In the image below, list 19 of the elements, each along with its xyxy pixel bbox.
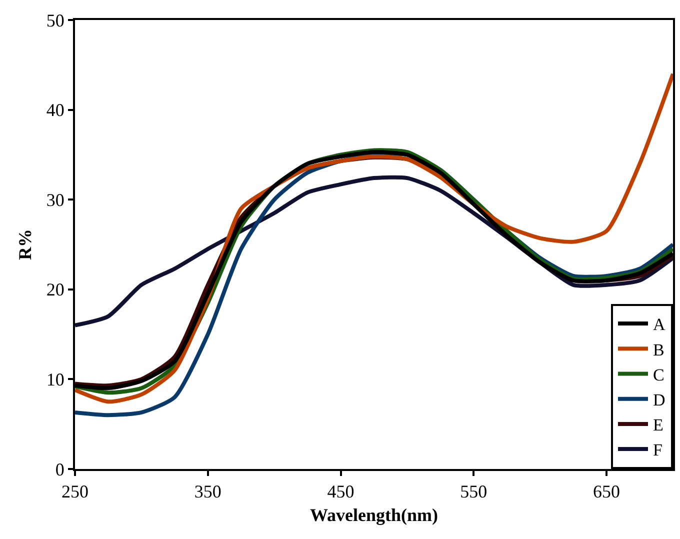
legend-label: D — [653, 390, 666, 410]
y-tick-label: 30 — [46, 190, 64, 210]
x-tick-label: 350 — [194, 482, 222, 502]
legend-label: A — [653, 315, 666, 334]
y-tick-label: 0 — [55, 459, 64, 480]
y-tick-label: 40 — [46, 100, 64, 120]
legend-label: B — [653, 340, 664, 360]
x-tick-label: 650 — [593, 482, 620, 502]
x-axis-title: Wavelength(nm) — [310, 505, 438, 526]
x-tick-label: 550 — [460, 482, 488, 502]
y-tick-label: 20 — [46, 280, 64, 300]
legend-label: C — [653, 365, 664, 384]
y-axis-title: R% — [15, 229, 36, 260]
x-tick-label: 450 — [327, 482, 354, 502]
y-tick-label: 10 — [46, 370, 64, 390]
x-tick-label: 250 — [62, 482, 88, 502]
legend-label: F — [653, 440, 662, 460]
y-tick-label: 50 — [46, 10, 64, 30]
legend-label: E — [653, 416, 664, 435]
